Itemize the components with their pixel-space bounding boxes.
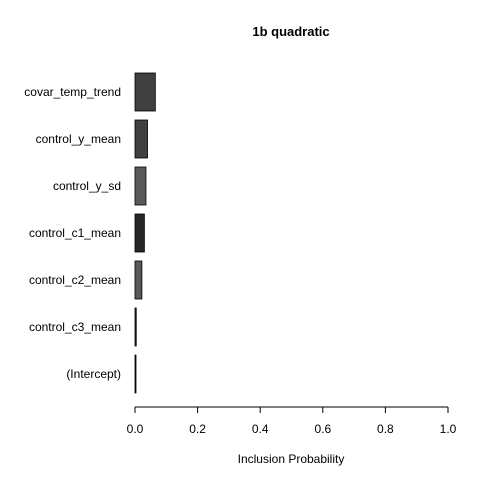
x-tick-label: 1.0	[440, 422, 457, 436]
x-tick-label: 0.8	[377, 422, 394, 436]
bar-control-y-sd	[134, 166, 147, 206]
bar-control-c1-mean	[134, 213, 145, 253]
bar-covar-temp-trend	[134, 72, 156, 112]
category-label: control_c3_mean	[29, 320, 121, 334]
category-label: (Intercept)	[66, 367, 121, 381]
x-tick-label: 0.4	[252, 422, 269, 436]
x-tick-label: 0.0	[127, 422, 144, 436]
bar-intercept	[134, 354, 137, 394]
category-labels: covar_temp_trend control_y_mean control_y_…	[24, 85, 121, 381]
bar-control-y-mean	[134, 119, 148, 159]
category-label: control_c1_mean	[29, 226, 121, 240]
bar-control-c2-mean	[134, 260, 143, 300]
bar-group	[134, 72, 156, 394]
chart-title: 1b quadratic	[252, 24, 329, 39]
x-tick-label: 0.2	[189, 422, 206, 436]
bar-control-c3-mean	[134, 307, 137, 347]
category-label: control_y_sd	[53, 179, 121, 193]
x-tick-label: 0.6	[314, 422, 331, 436]
x-axis: 0.0 0.2 0.4 0.6 0.8 1.0	[127, 406, 457, 436]
category-label: control_c2_mean	[29, 273, 121, 287]
x-axis-label: Inclusion Probability	[238, 452, 345, 466]
category-label: control_y_mean	[36, 132, 121, 146]
category-label: covar_temp_trend	[24, 85, 121, 99]
